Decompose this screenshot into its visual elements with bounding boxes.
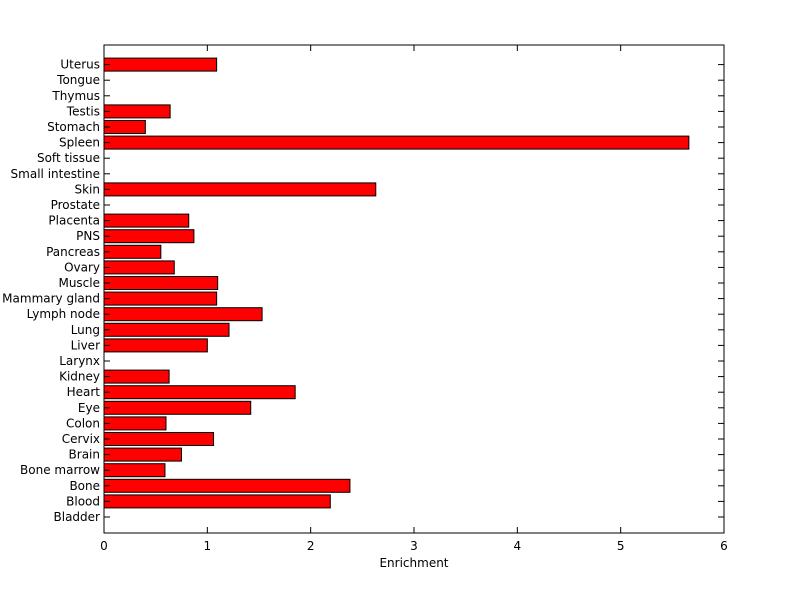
y-tick-label: Larynx	[59, 354, 100, 368]
y-tick-label: Ovary	[64, 260, 100, 274]
x-tick-label: 1	[204, 539, 212, 553]
y-tick-label: Brain	[69, 448, 100, 462]
bar	[103, 182, 377, 197]
y-tick-label: Muscle	[58, 276, 100, 290]
y-tick-label: Tongue	[56, 73, 100, 87]
bar	[103, 213, 190, 228]
bar	[103, 494, 331, 509]
y-tick-label: Skin	[74, 182, 100, 196]
bar	[103, 385, 296, 400]
y-tick-label: Heart	[67, 385, 101, 399]
bar	[103, 120, 146, 134]
y-tick-label: Colon	[66, 416, 100, 430]
y-tick-label: Stomach	[47, 120, 100, 134]
y-tick-label: Lymph node	[27, 307, 100, 321]
y-tick-label: Pancreas	[46, 245, 100, 259]
bar	[103, 463, 166, 478]
bar	[103, 478, 351, 493]
bar	[103, 229, 195, 244]
y-tick-label: Kidney	[59, 370, 100, 384]
y-tick-label: Cervix	[62, 432, 100, 446]
y-tick-label: Bone marrow	[20, 463, 100, 477]
bar	[103, 447, 182, 462]
bar	[103, 369, 170, 384]
x-tick-label: 3	[410, 539, 418, 553]
bar	[103, 322, 230, 337]
y-tick-label: Mammary gland	[2, 292, 100, 306]
y-tick-label: Blood	[66, 494, 100, 508]
x-axis: 0 1 2 3 4 5 6	[100, 45, 728, 553]
bar	[103, 135, 690, 150]
y-tick-label: Spleen	[59, 136, 100, 150]
y-tick-label: Small intestine	[11, 167, 100, 181]
y-tick-label: Testis	[66, 104, 100, 118]
x-tick-label: 6	[720, 539, 728, 553]
y-tick-label: Prostate	[51, 198, 100, 212]
y-tick-label: Soft tissue	[37, 151, 100, 165]
x-tick-label: 0	[100, 539, 108, 553]
x-axis-label: Enrichment	[379, 556, 448, 570]
y-tick-label: Liver	[71, 338, 101, 352]
bar	[103, 104, 171, 119]
x-tick-label: 2	[307, 539, 315, 553]
bar	[103, 416, 167, 431]
bar	[103, 244, 162, 259]
y-tick-label: Thymus	[51, 89, 100, 103]
y-tick-label: Bone	[69, 479, 100, 493]
y-tick-label: PNS	[76, 229, 100, 243]
bars-layer	[103, 57, 690, 509]
bar	[103, 291, 218, 306]
y-tick-label: Lung	[71, 323, 100, 337]
y-tick-label: Eye	[78, 401, 100, 415]
y-tick-label: Placenta	[48, 214, 100, 228]
bar	[103, 276, 219, 290]
bar	[103, 307, 263, 322]
bar	[103, 338, 208, 353]
y-tick-label: Uterus	[60, 58, 100, 72]
bar	[103, 57, 218, 72]
y-tick-label: Bladder	[54, 510, 101, 524]
bar	[103, 400, 252, 415]
bar	[103, 432, 215, 446]
bar	[103, 260, 175, 275]
x-tick-label: 5	[617, 539, 625, 553]
x-tick-label: 4	[514, 539, 522, 553]
